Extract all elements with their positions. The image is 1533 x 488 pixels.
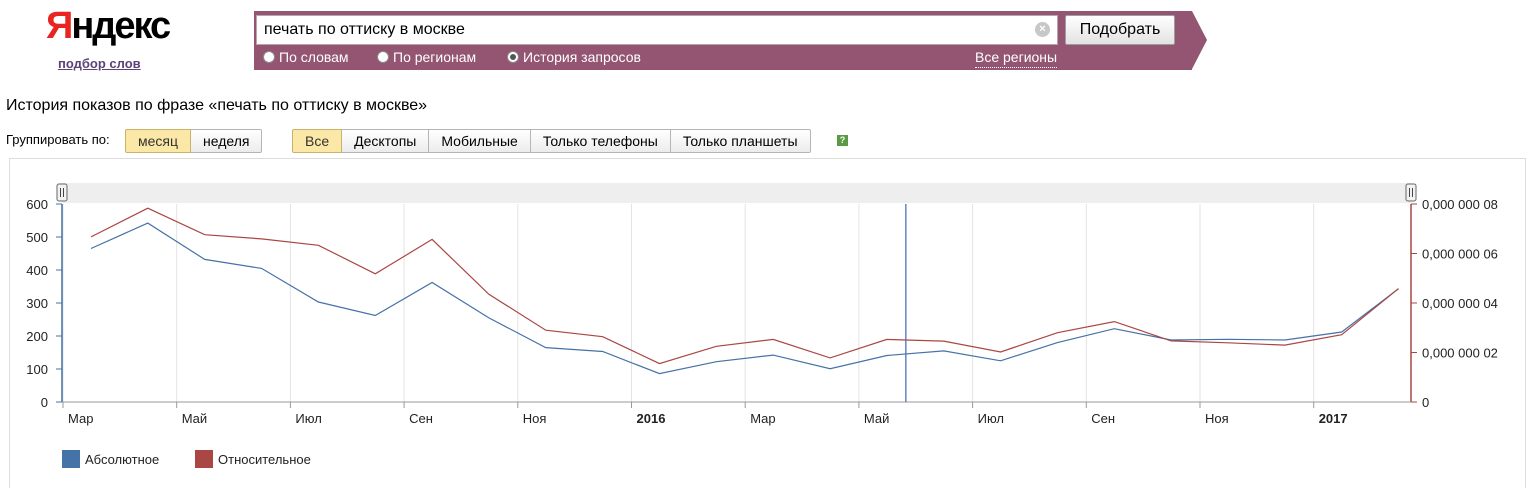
navigator-handle-right	[1405, 183, 1417, 202]
banner-arrow-shape	[1192, 11, 1207, 69]
radio-by-words[interactable]: По словам	[263, 47, 349, 67]
radio-circle[interactable]	[263, 51, 275, 63]
wordstat-link[interactable]: подбор слов	[58, 56, 141, 71]
radio-history[interactable]: История запросов	[507, 47, 641, 67]
radio-by-regions[interactable]: По регионам	[377, 47, 476, 67]
legend-label: Относительное	[218, 452, 311, 467]
device-desktop-button[interactable]: Десктопы	[342, 129, 430, 153]
series-line-relative	[90, 207, 1399, 365]
legend-label: Абсолютное	[85, 452, 159, 467]
x-tick-label: Ноя	[1205, 411, 1229, 426]
yandex-logo[interactable]: Яндекс	[46, 4, 171, 48]
x-tick-label: Июл	[978, 411, 1004, 426]
device-filter: Все Десктопы Мобильные Только телефоны Т…	[292, 129, 811, 153]
y-tick-label-right: 0,000 000 06	[1422, 247, 1498, 262]
page-title: История показов по фразе «печать по отти…	[6, 97, 428, 114]
device-tablets-button[interactable]: Только планшеты	[670, 129, 811, 153]
y-tick-label-right: 0,000 000 08	[1422, 197, 1498, 212]
x-tick-label: Мар	[750, 411, 775, 426]
navigator-handle-left	[56, 183, 68, 202]
device-phones-button[interactable]: Только телефоны	[530, 129, 671, 153]
x-tick-label: 2016	[637, 411, 666, 426]
question-icon[interactable]: ?	[837, 135, 848, 146]
radio-label: По регионам	[393, 49, 477, 65]
search-input[interactable]	[256, 15, 1058, 45]
y-tick-label-right: 0,000 000 04	[1422, 296, 1498, 311]
y-tick-label-left: 0	[41, 395, 48, 410]
y-tick-label-left: 200	[26, 329, 48, 344]
x-tick-label: 2017	[1319, 411, 1348, 426]
series-line-absolute	[90, 222, 1399, 375]
y-tick-label-right: 0,000 000 02	[1422, 346, 1498, 361]
x-tick-label: Май	[864, 411, 889, 426]
x-tick-label: Мар	[68, 411, 93, 426]
x-tick-label: Май	[182, 411, 207, 426]
x-tick-label: Сен	[1091, 411, 1115, 426]
x-tick-label: Июл	[295, 411, 321, 426]
y-tick-label-right: 0	[1422, 395, 1429, 410]
grouping-label: Группировать по:	[6, 132, 110, 147]
chart-container	[9, 158, 1526, 488]
y-tick-label-left: 600	[26, 197, 48, 212]
group-week-button[interactable]: неделя	[191, 129, 263, 153]
x-tick-label: Ноя	[523, 411, 547, 426]
y-tick-label-left: 400	[26, 263, 48, 278]
submit-button[interactable]: Подобрать	[1065, 15, 1175, 45]
logo-first-letter: Я	[46, 5, 73, 47]
radio-label: По словам	[279, 49, 349, 65]
y-tick-label-left: 500	[26, 230, 48, 245]
radio-label: История запросов	[523, 49, 641, 65]
clear-icon[interactable]: ×	[1035, 22, 1050, 37]
logo-rest: ндекс	[71, 5, 171, 47]
y-tick-label-left: 100	[26, 362, 48, 377]
grouping-toggle: месяц неделя	[125, 129, 263, 153]
device-all-button[interactable]: Все	[292, 129, 343, 153]
navigator-band	[62, 183, 1411, 203]
all-regions-link[interactable]: Все регионы	[975, 47, 1058, 68]
group-month-button[interactable]: месяц	[125, 129, 192, 153]
y-tick-label-left: 300	[26, 296, 48, 311]
radio-circle[interactable]	[377, 51, 389, 63]
x-tick-label: Сен	[409, 411, 433, 426]
device-mobile-button[interactable]: Мобильные	[429, 129, 531, 153]
radio-circle-checked[interactable]	[507, 51, 519, 63]
legend-swatch	[195, 450, 213, 468]
legend-swatch	[62, 450, 80, 468]
